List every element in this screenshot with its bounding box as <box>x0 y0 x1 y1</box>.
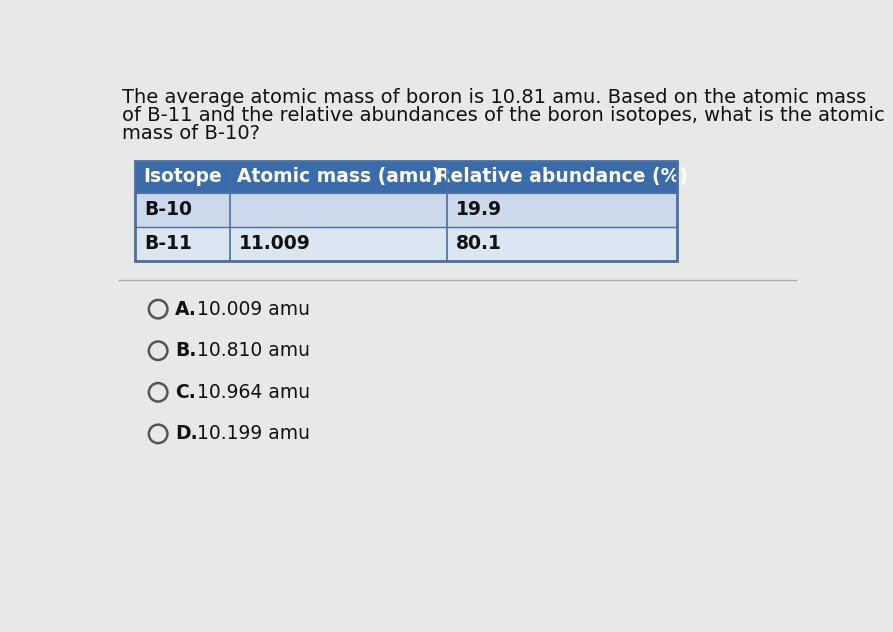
Text: 10.199 amu: 10.199 amu <box>196 425 310 444</box>
Text: of B-11 and the relative abundances of the boron isotopes, what is the atomic: of B-11 and the relative abundances of t… <box>122 106 885 125</box>
Text: 10.964 amu: 10.964 amu <box>196 383 310 402</box>
Text: 80.1: 80.1 <box>456 234 502 253</box>
Text: Relative abundance (%): Relative abundance (%) <box>436 167 689 186</box>
Text: 10.810 amu: 10.810 amu <box>196 341 310 360</box>
FancyBboxPatch shape <box>135 227 678 260</box>
Text: The average atomic mass of boron is 10.81 amu. Based on the atomic mass: The average atomic mass of boron is 10.8… <box>122 88 867 107</box>
Text: 10.009 amu: 10.009 amu <box>196 300 310 319</box>
Text: C.: C. <box>175 383 196 402</box>
Text: B-10: B-10 <box>144 200 192 219</box>
Text: B-11: B-11 <box>144 234 192 253</box>
Text: 19.9: 19.9 <box>456 200 502 219</box>
Text: mass of B-10?: mass of B-10? <box>122 124 261 143</box>
Text: A.: A. <box>175 300 197 319</box>
Text: 11.009: 11.009 <box>239 234 311 253</box>
Text: D.: D. <box>175 425 198 444</box>
FancyBboxPatch shape <box>135 161 678 193</box>
FancyBboxPatch shape <box>135 193 678 227</box>
Text: Atomic mass (amu): Atomic mass (amu) <box>237 167 440 186</box>
Text: Isotope: Isotope <box>143 167 221 186</box>
Text: B.: B. <box>175 341 196 360</box>
